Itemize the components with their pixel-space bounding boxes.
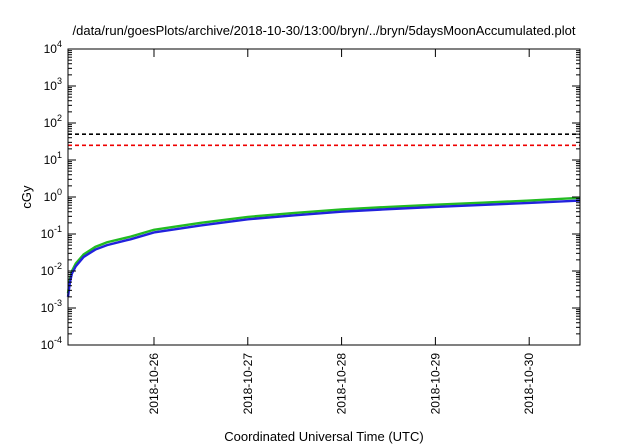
- y-tick-label: 10-2: [41, 261, 62, 278]
- x-tick-label: 2018-10-29: [428, 353, 442, 415]
- y-tick-label: 100: [44, 187, 62, 204]
- y-tick-label: 10-4: [41, 335, 62, 352]
- y-axis: 10-4 10-3 10-2 10-1 100 101 102 103 104: [41, 39, 580, 352]
- chart-title: /data/run/goesPlots/archive/2018-10-30/1…: [73, 23, 576, 38]
- x-tick-label: 2018-10-26: [147, 353, 161, 415]
- y-tick-label: 103: [44, 76, 62, 93]
- y-axis-label: cGy: [19, 185, 34, 209]
- x-tick-label: 2018-10-30: [522, 353, 536, 415]
- series-line-1: [66, 196, 581, 294]
- x-tick-label: 2018-10-28: [335, 353, 349, 415]
- x-tick-label: 2018-10-27: [241, 353, 255, 415]
- y-tick-label: 101: [44, 150, 62, 167]
- y-tick-label: 104: [44, 39, 62, 56]
- y-tick-label: 102: [44, 113, 62, 130]
- y-tick-label: 10-1: [41, 224, 62, 241]
- x-axis: 2018-10-26 2018-10-27 2018-10-28 2018-10-29…: [147, 49, 536, 414]
- y-tick-label: 10-3: [41, 298, 62, 315]
- plot-frame: [67, 48, 581, 346]
- series-layer: [66, 133, 581, 298]
- series-line-2: [66, 199, 581, 298]
- x-axis-label: Coordinated Universal Time (UTC): [224, 429, 423, 444]
